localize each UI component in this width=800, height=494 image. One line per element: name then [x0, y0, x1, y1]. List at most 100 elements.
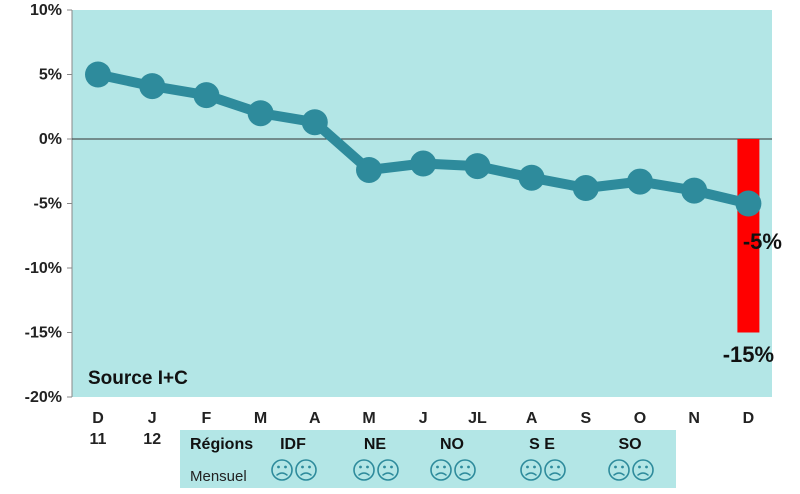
regions-table: Régions Mensuel IDF NE NO S E SO	[180, 430, 676, 488]
data-point	[139, 73, 166, 100]
x-tick-label: M	[362, 410, 375, 427]
plot-area	[72, 10, 772, 397]
face-outline	[295, 459, 317, 481]
x-tick-label: JL	[468, 410, 487, 427]
face-eye	[460, 465, 463, 469]
monthly-row-label: Mensuel	[190, 468, 247, 485]
face-outline	[608, 459, 630, 481]
face-eye	[550, 465, 553, 469]
data-point	[735, 190, 762, 217]
y-tick-label: -10%	[25, 260, 62, 277]
data-point	[247, 100, 274, 127]
face-outline	[271, 459, 293, 481]
face-eye	[526, 465, 529, 469]
face-eye	[277, 465, 280, 469]
bar-value-label: -15%	[723, 342, 774, 367]
face-mouth	[459, 472, 471, 476]
face-eye	[383, 465, 386, 469]
face-outline	[430, 459, 452, 481]
y-tick-label: 5%	[39, 67, 62, 84]
x-tick-label: M	[254, 410, 267, 427]
data-point	[681, 177, 708, 204]
face-mouth	[613, 472, 625, 476]
x-tick-label: J	[419, 410, 428, 427]
face-eye	[614, 465, 617, 469]
x-tick-label: D	[92, 410, 104, 427]
face-eye	[533, 465, 536, 469]
face-outline	[377, 459, 399, 481]
y-tick-label: -20%	[25, 389, 62, 406]
face-mouth	[300, 472, 312, 476]
bar-layer	[737, 139, 760, 333]
x-tick-label: J	[148, 410, 157, 427]
region-label: NO	[440, 436, 464, 453]
sad-face-icon	[544, 459, 566, 481]
x-axis: D 11 J 12 F M A M J JL A S O N D	[90, 410, 755, 448]
sad-face-icon	[271, 459, 293, 481]
face-outline	[632, 459, 654, 481]
x-tick-sublabel: 11	[90, 431, 107, 448]
face-eye	[390, 465, 393, 469]
data-point	[627, 168, 653, 195]
face-mouth	[358, 472, 370, 476]
face-outline	[454, 459, 476, 481]
data-point	[193, 82, 220, 109]
face-eye	[284, 465, 287, 469]
bar-december	[737, 139, 760, 333]
data-point	[301, 109, 328, 136]
face-outline	[520, 459, 542, 481]
face-eye	[645, 465, 648, 469]
face-mouth	[637, 472, 649, 476]
region-label: S E	[529, 436, 555, 453]
face-outline	[353, 459, 375, 481]
y-axis: 10% 5% 0% -5% -10% -15% -20%	[25, 2, 73, 406]
x-tick-label: N	[688, 410, 700, 427]
sad-face-icon	[520, 459, 542, 481]
data-point	[572, 175, 599, 202]
face-eye	[359, 465, 362, 469]
region-label: SO	[618, 436, 641, 453]
face-eye	[621, 465, 624, 469]
y-tick-label: -15%	[25, 325, 62, 342]
x-tick-label: A	[526, 410, 538, 427]
x-tick-label: O	[634, 410, 646, 427]
sad-face-icon	[454, 459, 476, 481]
face-mouth	[525, 472, 537, 476]
sad-face-icon	[430, 459, 452, 481]
face-eye	[638, 465, 641, 469]
data-point	[410, 150, 437, 177]
x-tick-sublabel: 12	[143, 431, 161, 448]
data-point	[356, 156, 382, 183]
data-point	[85, 61, 111, 88]
x-tick-label: D	[743, 410, 755, 427]
sad-face-icon	[632, 459, 654, 481]
x-tick-label: A	[309, 410, 321, 427]
face-mouth	[382, 472, 394, 476]
table-background	[180, 430, 676, 488]
face-eye	[308, 465, 311, 469]
sad-face-icon	[295, 459, 317, 481]
face-eye	[366, 465, 369, 469]
last-point-label: -5%	[743, 229, 782, 254]
source-annotation: Source I+C	[88, 368, 188, 389]
y-tick-label: 0%	[39, 131, 62, 148]
face-eye	[557, 465, 560, 469]
data-point	[464, 153, 491, 180]
y-tick-label: 10%	[30, 2, 62, 19]
regions-row-label: Régions	[190, 436, 253, 453]
x-tick-label: S	[580, 410, 591, 427]
region-label: NE	[364, 436, 387, 453]
face-mouth	[435, 472, 447, 476]
face-eye	[301, 465, 304, 469]
face-eye	[467, 465, 470, 469]
sad-face-icon	[377, 459, 399, 481]
sad-face-icon	[353, 459, 375, 481]
x-tick-label: F	[202, 410, 212, 427]
face-mouth	[549, 472, 561, 476]
face-outline	[544, 459, 566, 481]
face-mouth	[276, 472, 288, 476]
data-point	[518, 164, 545, 191]
y-tick-label: -5%	[34, 196, 62, 213]
sad-face-icon	[608, 459, 630, 481]
